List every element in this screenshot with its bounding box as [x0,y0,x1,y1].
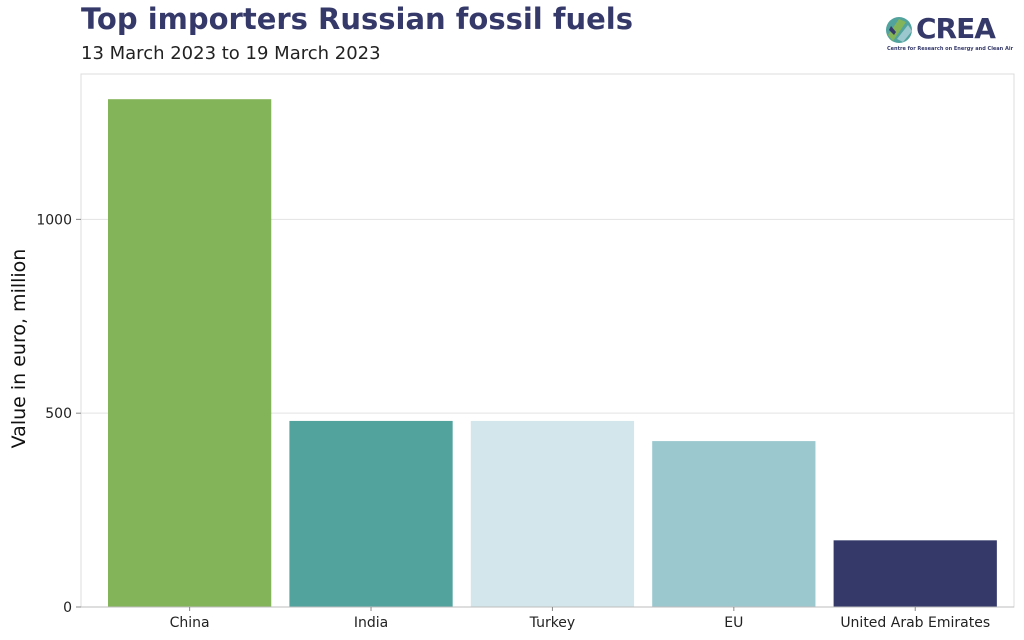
bar-eu [652,441,816,607]
crea-logo-icon [886,17,912,43]
x-tick-label: United Arab Emirates [840,615,990,631]
x-tick-label: China [170,615,210,631]
bar-united-arab-emirates [833,540,997,607]
chart-title: Top importers Russian fossil fuels [81,2,633,36]
x-tick-label: EU [724,615,743,631]
crea-logo-tagline: Centre for Research on Energy and Clean … [887,46,1014,52]
y-tick-label: 500 [45,406,72,422]
x-tick-label: Turkey [529,615,576,631]
bar-india [289,420,453,607]
x-tick-label: India [354,615,388,631]
y-tick-label: 0 [63,600,72,616]
y-tick-label: 1000 [36,212,72,228]
crea-logo-word: CREA [916,12,996,45]
y-axis-label: Value in euro, million [8,249,30,449]
crea-logo: CREA Centre for Research on Energy and C… [884,12,1014,56]
bar-china [108,99,272,608]
chart-subtitle: 13 March 2023 to 19 March 2023 [81,43,381,64]
bar-turkey [470,420,635,607]
